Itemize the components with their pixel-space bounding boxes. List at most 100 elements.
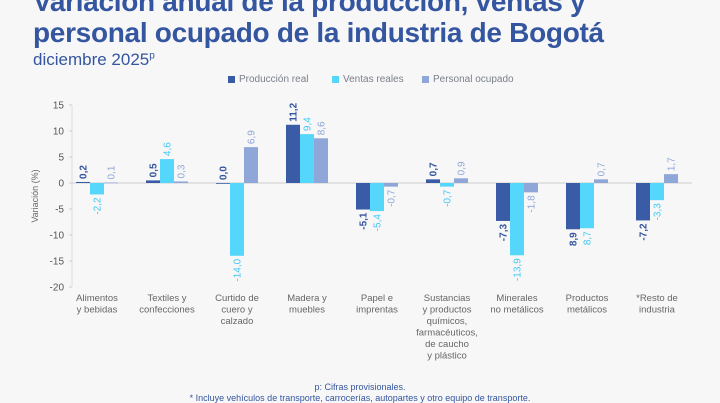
footnote-resto: * Incluye vehículos de transporte, carro… [189,393,531,403]
data-label: 9,4 [303,117,314,131]
data-label: 0,3 [177,164,188,178]
category-label: *Resto de [636,293,678,304]
category-label: Curtido de [215,293,259,304]
bar-personal-ocupado [454,178,468,183]
data-label: 4,6 [163,142,174,156]
data-label: -0,7 [387,189,398,207]
category-label: Papel e [361,293,393,304]
data-label: -5,4 [373,214,384,232]
bar-ventas-reales [440,183,454,187]
bar-producción-real [286,124,300,183]
bar-personal-ocupado [524,183,538,193]
legend-item-personal: Personal ocupado [422,74,514,85]
data-label: 1,7 [667,157,678,171]
bar-producción-real [636,183,650,221]
bar-ventas-reales [160,159,174,183]
data-label: -1,8 [527,195,538,213]
category-label: de caucho [425,339,469,350]
data-label: 8,9 [569,232,580,246]
y-tick-label: 5 [58,153,64,164]
category-label: Textiles y [147,293,186,304]
y-tick-label: 0 [58,179,64,190]
data-label: 0,5 [149,163,160,177]
data-label: 8,7 [583,231,594,245]
category-label: imprentas [356,305,398,316]
category-label: metálicos [567,305,607,316]
category-label: confecciones [139,305,195,316]
bar-producción-real [566,183,580,230]
subtitle-text: diciembre 2025 [33,50,150,69]
bar-producción-real [426,179,440,183]
bar-producción-real [216,183,230,184]
category-label: Madera y [287,293,327,304]
data-label: -7,3 [499,224,510,242]
bar-personal-ocupado [244,147,258,183]
y-tick-label: -15 [50,257,65,268]
category-label: industria [639,305,676,316]
bar-personal-ocupado [104,182,118,184]
legend-item-produccion: Producción real [228,74,308,85]
bar-producción-real [76,181,90,183]
data-label: 11,2 [289,102,300,121]
bar-ventas-reales [230,183,244,256]
bar-personal-ocupado [664,174,678,183]
data-label: -5,1 [359,212,370,230]
bar-producción-real [356,183,370,210]
legend-label: Producción real [239,74,309,85]
bar-ventas-reales [90,183,104,195]
category-label: Minerales [496,293,537,304]
category-label: muebles [289,305,325,316]
category-label: químicos, [427,316,468,327]
y-axis-label: Variación (%) [30,169,40,222]
category-label: calzado [221,316,254,327]
category-label: farmacéuticos, [416,328,478,339]
data-label: 8,6 [317,121,328,135]
subtitle-sup: p [149,50,155,62]
bar-ventas-reales [510,183,524,256]
bar-personal-ocupado [594,179,608,183]
y-tick-label: -10 [50,231,65,242]
legend-label: Ventas reales [343,74,404,85]
data-label: -3,3 [653,203,664,221]
bar-personal-ocupado [384,183,398,187]
data-label: 0,7 [597,162,608,176]
data-label: 0,1 [107,165,118,179]
legend-swatch [422,76,429,83]
bar-ventas-reales [300,134,314,183]
y-tick-label: -20 [50,283,65,294]
legend-item-ventas: Ventas reales [332,74,404,85]
data-label: -2,2 [93,197,104,215]
category-label: y plástico [427,351,467,362]
data-label: 0,9 [457,161,468,175]
data-label: 0,2 [79,165,90,179]
data-label: -7,2 [639,223,650,241]
bar-producción-real [496,183,510,221]
data-label: -0,7 [443,189,454,207]
category-label: cuero y [221,305,252,316]
chart-title-line-2: personal ocupado de la industria de Bogo… [33,17,604,48]
y-tick-label: -5 [55,205,64,216]
footnote-provisional: p: Cifras provisionales. [314,382,406,392]
category-label: Productos [566,293,609,304]
bar-ventas-reales [370,183,384,212]
category-label: y bebidas [77,305,118,316]
chart-title-line-1: Variación anual de la producción, ventas… [33,0,586,17]
legend-label: Personal ocupado [433,74,514,85]
legend-swatch [332,76,339,83]
data-label: -14,0 [233,258,244,281]
bar-ventas-reales [580,183,594,229]
bar-producción-real [146,180,160,183]
category-label: y productos [422,305,471,316]
y-tick-label: 10 [53,127,65,138]
y-tick-label: 15 [53,101,65,112]
bar-ventas-reales [650,183,664,201]
category-label: no metálicos [490,305,544,316]
category-label: Sustancias [424,293,471,304]
bar-personal-ocupado [314,138,328,183]
data-label: 6,9 [247,130,258,144]
data-label: 0,0 [219,166,230,180]
chart-subtitle: diciembre 2025p [33,50,155,70]
bar-personal-ocupado [174,181,188,183]
legend-swatch [228,76,235,83]
